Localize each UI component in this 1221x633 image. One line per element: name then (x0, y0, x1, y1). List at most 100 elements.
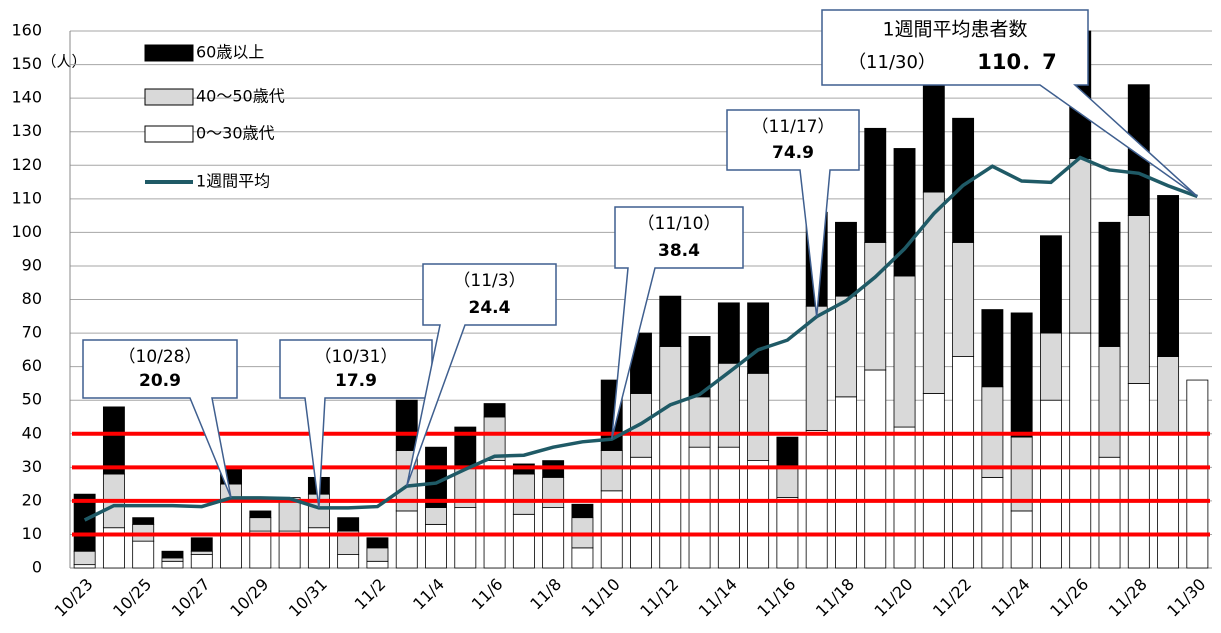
bar-segment (395, 399, 418, 451)
callout-date: （11/10） (638, 214, 721, 234)
bar-segment (161, 550, 184, 559)
bar-segment (161, 557, 184, 562)
bar-segment (366, 547, 389, 562)
bar-segment (1127, 383, 1150, 569)
x-tick-label: 10/23 (51, 575, 97, 621)
bar-segment (512, 513, 535, 569)
x-tick-label: 10/27 (168, 575, 214, 621)
bar-segment (1010, 510, 1033, 569)
x-tick-label: 11/4 (409, 575, 448, 614)
callout-value: 17.9 (335, 371, 377, 391)
bar-segment (952, 242, 975, 357)
x-tick-label: 11/8 (526, 575, 565, 614)
x-tick-label: 10/29 (226, 575, 272, 621)
bar-segment (747, 372, 770, 461)
callout-box (82, 339, 238, 499)
bar-segment (717, 446, 740, 569)
bar-segment (73, 493, 96, 552)
callout: 1週間平均患者数 （11/30） 110．7 (821, 9, 1198, 198)
bar-segment (1098, 221, 1121, 347)
bar-segment (600, 450, 623, 492)
x-tick-label: 11/10 (578, 575, 624, 621)
legend-swatch (144, 125, 194, 143)
bar-segment (73, 550, 96, 566)
callout-box (406, 263, 557, 487)
bar-segment (366, 560, 389, 569)
bar-segment (747, 302, 770, 374)
callout-date: （11/3） (453, 271, 525, 291)
y-tick-label: 10 (22, 524, 42, 543)
y-tick-label: 20 (22, 490, 42, 509)
average-line (83, 155, 1198, 522)
callout: （11/10） 38.4 (610, 206, 744, 440)
y-tick-label: 70 (22, 323, 42, 342)
bar-segment (1040, 332, 1062, 401)
callout: （11/3） 24.4 (406, 263, 557, 487)
x-tick-label: 11/18 (812, 575, 858, 621)
legend-label: 40〜50歳代 (196, 87, 285, 106)
x-tick-label: 11/22 (929, 575, 975, 621)
callout-date: （10/31） (315, 347, 398, 367)
y-tick-label: 50 (22, 390, 42, 409)
bar-segment (864, 127, 887, 243)
bar-segment (893, 426, 916, 569)
bar-segment (425, 446, 447, 508)
x-tick-label: 11/28 (1105, 575, 1151, 621)
legend-label: 60歳以上 (196, 43, 264, 62)
bar-segment (1040, 399, 1062, 569)
bar-segment (688, 336, 711, 398)
callout: （10/28） 20.9 (82, 339, 238, 499)
y-tick-label: 90 (22, 255, 42, 274)
y-tick-label: 80 (22, 289, 42, 308)
x-tick-label: 10/25 (109, 575, 155, 621)
y-tick-label: 100 (11, 222, 42, 241)
bar-segment (776, 436, 799, 468)
bar-segment (132, 540, 155, 569)
bar-segment (278, 530, 301, 569)
callout-value: 38.4 (658, 241, 700, 261)
callout-date: （11/30） (848, 52, 936, 73)
bar-segment (249, 517, 272, 532)
bar-segment (571, 503, 594, 519)
bar-segment (659, 346, 682, 435)
bar-segment (922, 393, 945, 569)
y-tick-label: 60 (22, 356, 42, 375)
bar-segment (337, 517, 360, 532)
bar-segment (483, 403, 506, 418)
bar-segment (1098, 346, 1121, 458)
bar-segment (688, 396, 711, 448)
bar-segment (454, 507, 477, 569)
callout-value: 20.9 (139, 371, 181, 391)
bar-segment (425, 507, 447, 525)
y-tick-label: 110 (11, 188, 42, 207)
bar-segment (1098, 456, 1121, 569)
bar-segment (190, 550, 213, 555)
bar-segment (1069, 158, 1092, 334)
bar-segment (776, 466, 799, 498)
bar-segment (1010, 312, 1033, 438)
y-tick-label: 40 (22, 423, 42, 442)
bar-segment (1157, 195, 1180, 357)
bar-segment (864, 242, 887, 371)
y-tick-label: 160 (11, 21, 42, 40)
bar-segment (102, 406, 125, 475)
callout: （11/17） 74.9 (726, 109, 860, 317)
callout-date: （11/17） (752, 117, 835, 137)
bar-segment (630, 456, 652, 569)
bar-segment (190, 554, 213, 569)
legend-swatch (144, 44, 194, 62)
y-tick-label: 150 (11, 54, 42, 73)
bar-segment (688, 446, 711, 569)
x-tick-label: 11/30 (1163, 575, 1209, 621)
callout-box (279, 339, 433, 509)
callout-box (610, 206, 744, 440)
legend-label: 1週間平均 (196, 172, 270, 191)
bar-segment (395, 510, 418, 569)
bar-segment (571, 547, 594, 569)
bar-segment (132, 517, 155, 525)
x-tick-label: 11/16 (753, 575, 799, 621)
bar-segment (337, 554, 360, 569)
x-tick-label: 11/24 (988, 575, 1034, 621)
bar-segment (249, 530, 272, 569)
